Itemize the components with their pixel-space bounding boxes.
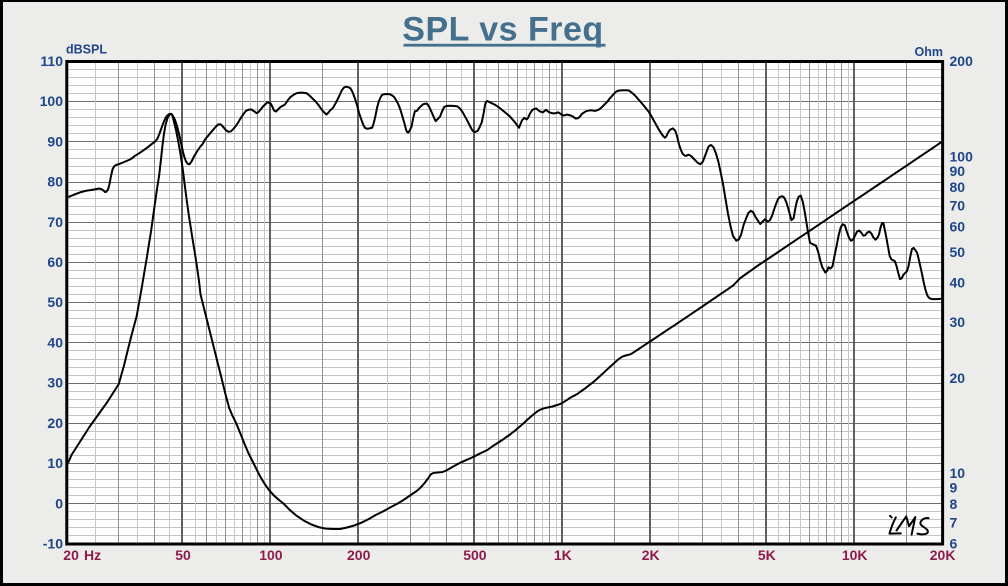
- svg-text:70: 70: [47, 214, 63, 230]
- svg-text:110: 110: [40, 53, 63, 69]
- svg-text:SPL vs Freq: SPL vs Freq: [402, 11, 603, 49]
- svg-text:30: 30: [950, 314, 966, 330]
- svg-text:2K: 2K: [642, 547, 660, 563]
- svg-text:100: 100: [950, 148, 974, 164]
- svg-text:20K: 20K: [930, 547, 956, 563]
- svg-text:10: 10: [47, 455, 63, 471]
- svg-text:7: 7: [950, 514, 958, 530]
- svg-text:5K: 5K: [758, 547, 776, 563]
- svg-text:0: 0: [55, 495, 63, 511]
- svg-text:40: 40: [47, 335, 63, 351]
- svg-text:100: 100: [40, 93, 64, 109]
- svg-text:dBSPL: dBSPL: [66, 43, 107, 57]
- svg-text:20: 20: [63, 547, 79, 563]
- svg-text:50: 50: [175, 547, 191, 563]
- svg-text:50: 50: [950, 244, 966, 260]
- svg-text:100: 100: [259, 547, 283, 563]
- svg-text:70: 70: [950, 198, 966, 214]
- svg-text:500: 500: [463, 547, 487, 563]
- svg-text:10: 10: [950, 465, 966, 481]
- svg-text:60: 60: [950, 219, 966, 235]
- svg-text:20: 20: [47, 415, 63, 431]
- svg-text:200: 200: [347, 547, 371, 563]
- svg-text:90: 90: [47, 133, 63, 149]
- svg-text:40: 40: [950, 275, 966, 291]
- svg-text:9: 9: [950, 480, 958, 496]
- svg-text:30: 30: [47, 375, 63, 391]
- svg-text:20: 20: [950, 370, 966, 386]
- svg-text:200: 200: [950, 53, 974, 69]
- svg-text:50: 50: [47, 294, 63, 310]
- svg-text:80: 80: [950, 179, 966, 195]
- svg-text:Ohm: Ohm: [915, 45, 943, 59]
- svg-text:Hz: Hz: [84, 547, 101, 563]
- svg-text:8: 8: [950, 496, 958, 512]
- svg-text:6: 6: [950, 536, 958, 552]
- svg-text:60: 60: [47, 254, 63, 270]
- svg-text:10K: 10K: [842, 547, 868, 563]
- svg-text:90: 90: [950, 163, 966, 179]
- svg-text:-10: -10: [43, 536, 63, 552]
- svg-text:80: 80: [47, 174, 63, 190]
- svg-text:1K: 1K: [554, 547, 572, 563]
